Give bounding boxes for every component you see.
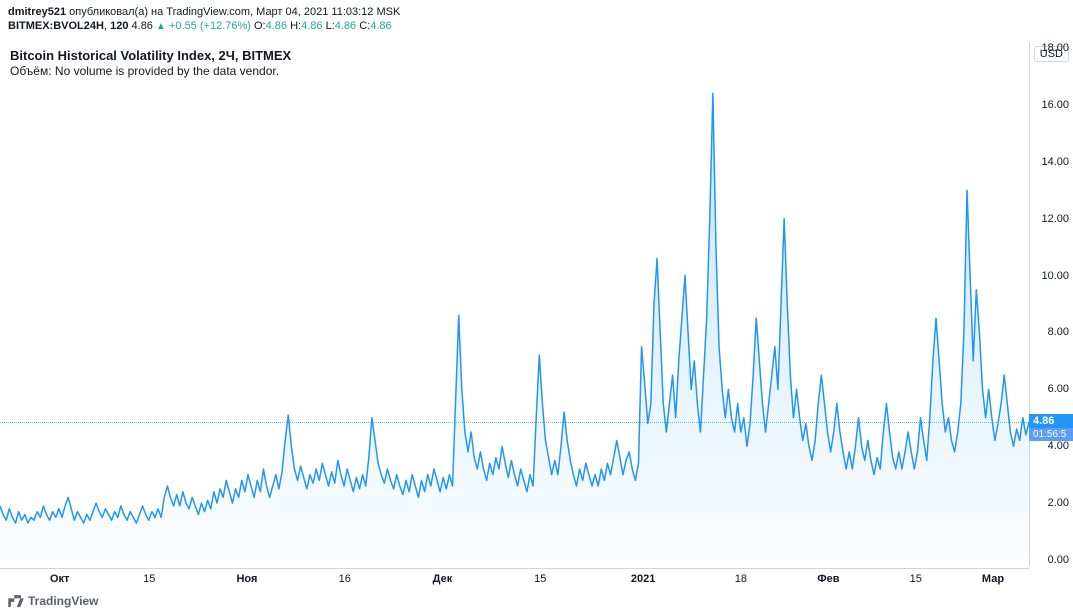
x-tick-label: 15	[143, 573, 155, 585]
tradingview-watermark: TradingView	[8, 594, 98, 608]
x-tick-label: Фев	[817, 573, 839, 585]
last-price: 4.86	[132, 20, 153, 32]
interval: 120	[110, 20, 128, 32]
x-tick-label: Окт	[50, 573, 69, 585]
change: +0.55 (+12.76%)	[169, 20, 251, 32]
y-tick-label: 12.00	[1041, 213, 1069, 225]
h-label: H:	[290, 20, 301, 32]
o-label: O:	[254, 20, 266, 32]
x-tick-label: Дек	[433, 573, 453, 585]
y-tick-label: 0.00	[1048, 554, 1069, 566]
y-tick-label: 4.00	[1048, 440, 1069, 452]
y-tick-label: 16.00	[1041, 99, 1069, 111]
symbol-info: BITMEX:BVOL24H, 120 4.86 ▲ +0.55 (+12.76…	[8, 20, 1065, 32]
x-tick-label: Мар	[982, 573, 1004, 585]
chart-area[interactable]	[0, 42, 1029, 566]
h-value: 4.86	[301, 20, 322, 32]
username: dmitrey521	[8, 6, 66, 18]
y-tick-label: 18.00	[1041, 42, 1069, 54]
x-tick-label: 16	[339, 573, 351, 585]
symbol: BITMEX:BVOL24H	[8, 20, 104, 32]
tradingview-logo-icon	[8, 595, 24, 607]
x-tick-label: 18	[735, 573, 747, 585]
y-axis[interactable]: USD 0.002.004.006.008.0010.0012.0014.001…	[1029, 42, 1073, 566]
y-tick-label: 14.00	[1041, 156, 1069, 168]
countdown-label: 01:56:5	[1029, 428, 1073, 441]
o-value: 4.86	[266, 20, 287, 32]
y-tick-label: 2.00	[1048, 497, 1069, 509]
x-tick-label: 15	[534, 573, 546, 585]
x-tick-label: 2021	[631, 573, 655, 585]
last-price-label: 4.86	[1029, 414, 1073, 428]
c-value: 4.86	[370, 20, 391, 32]
y-tick-label: 6.00	[1048, 383, 1069, 395]
watermark-text: TradingView	[28, 594, 98, 608]
up-arrow-icon: ▲	[156, 21, 166, 32]
x-axis[interactable]: Окт 15 Ноя 16 Дек 15 2021 18 Фев 15 Мар	[0, 568, 1029, 590]
publication-info: dmitrey521 опубликовал(а) на TradingView…	[8, 6, 1065, 18]
price-chart-svg	[0, 42, 1029, 566]
l-value: 4.86	[335, 20, 356, 32]
last-price-line	[0, 422, 1029, 423]
published-text: опубликовал(а) на TradingView.com, Март …	[69, 6, 400, 18]
y-tick-label: 10.00	[1041, 270, 1069, 282]
x-tick-label: Ноя	[236, 573, 257, 585]
chart-header: dmitrey521 опубликовал(а) на TradingView…	[8, 6, 1065, 32]
y-tick-label: 8.00	[1048, 326, 1069, 338]
x-tick-label: 15	[910, 573, 922, 585]
c-label: C:	[359, 20, 370, 32]
l-label: L:	[326, 20, 335, 32]
